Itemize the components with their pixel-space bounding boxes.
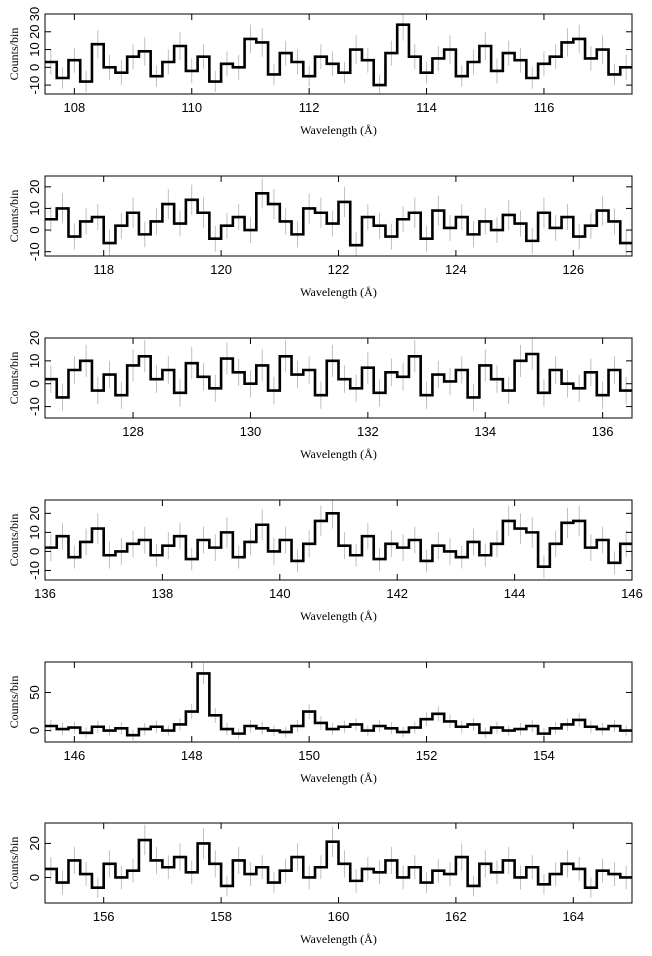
x-tick-label: 152 bbox=[416, 748, 438, 763]
x-tick-label: 120 bbox=[210, 262, 232, 277]
x-axis-label: Wavelength (Å) bbox=[300, 285, 377, 299]
y-tick-label: 50 bbox=[27, 685, 42, 699]
x-tick-label: 118 bbox=[93, 262, 114, 277]
y-tick-label: 0 bbox=[27, 874, 42, 881]
y-tick-label: 10 bbox=[27, 354, 42, 368]
x-tick-label: 156 bbox=[93, 909, 115, 924]
y-tick-label: -10 bbox=[27, 397, 42, 416]
y-tick-label: 0 bbox=[27, 226, 42, 233]
plot-frame bbox=[44, 337, 633, 419]
x-tick-label: 124 bbox=[445, 262, 467, 277]
spectrum-line bbox=[45, 352, 632, 399]
x-tick-label: 162 bbox=[445, 909, 467, 924]
y-tick-label: 10 bbox=[27, 525, 42, 539]
x-tick-label: 140 bbox=[269, 586, 291, 601]
y-tick-label: 20 bbox=[27, 180, 42, 194]
y-tick-label: 20 bbox=[27, 331, 42, 345]
x-tick-label: 126 bbox=[562, 262, 584, 277]
x-tick-label: 112 bbox=[299, 100, 320, 115]
y-tick-label: 0 bbox=[27, 380, 42, 387]
x-tick-label: 150 bbox=[298, 748, 320, 763]
spectrum-line bbox=[45, 512, 632, 568]
y-tick-label: 0 bbox=[27, 727, 42, 734]
x-tick-label: 128 bbox=[122, 424, 144, 439]
y-tick-label: -10 bbox=[27, 76, 42, 95]
y-tick-label: 30 bbox=[27, 7, 42, 21]
panel: 146 148 150 152 154 0 50 Wavelength (Å) Counts/b… bbox=[7, 661, 633, 785]
plot-frame bbox=[44, 499, 633, 581]
y-tick-label: 20 bbox=[27, 25, 42, 39]
panel: 118 120 122 124 126 -10 0 10 20 Wavelength (Å) Cou… bbox=[7, 175, 633, 299]
x-tick-label: 108 bbox=[63, 100, 85, 115]
panel: 128 130 132 134 136 -10 0 10 20 Wavelength (Å) Cou… bbox=[7, 331, 633, 461]
x-axis-label: Wavelength (Å) bbox=[300, 609, 377, 623]
panel: 136 138 140 142 144 146 -10 0 10 20 Wavelength (Å)… bbox=[7, 499, 643, 623]
x-tick-label: 154 bbox=[533, 748, 555, 763]
y-tick-label: 0 bbox=[27, 64, 42, 71]
x-tick-label: 138 bbox=[152, 586, 174, 601]
spectrum-line bbox=[45, 672, 632, 737]
plot-frame bbox=[44, 661, 633, 743]
x-axis-label: Wavelength (Å) bbox=[300, 932, 377, 946]
y-tick-label: 10 bbox=[27, 42, 42, 56]
y-tick-label: 0 bbox=[27, 548, 42, 555]
x-tick-label: 132 bbox=[357, 424, 379, 439]
x-tick-label: 136 bbox=[34, 586, 56, 601]
y-axis-label: Counts/bin bbox=[7, 352, 21, 405]
x-tick-label: 146 bbox=[63, 748, 85, 763]
x-tick-label: 146 bbox=[621, 586, 643, 601]
panel: 156 158 160 162 164 0 20 Wavelength (Å) Counts/b… bbox=[7, 822, 633, 946]
x-tick-label: 134 bbox=[474, 424, 496, 439]
y-axis-label: Counts/bin bbox=[7, 676, 21, 729]
y-tick-label: -10 bbox=[27, 561, 42, 580]
panel: 108 110 112 114 116 -10 0 10 20 30 Wavelength (Å) C… bbox=[7, 7, 633, 137]
spectrum-line bbox=[45, 23, 632, 87]
x-axis-label: Wavelength (Å) bbox=[300, 123, 377, 137]
y-tick-label: 20 bbox=[27, 506, 42, 520]
x-tick-label: 160 bbox=[328, 909, 350, 924]
x-tick-label: 158 bbox=[210, 909, 232, 924]
y-axis-label: Counts/bin bbox=[7, 190, 21, 243]
y-axis-label: Counts/bin bbox=[7, 514, 21, 567]
x-tick-label: 144 bbox=[504, 586, 526, 601]
y-tick-label: 20 bbox=[27, 836, 42, 850]
y-axis-label: Counts/bin bbox=[7, 837, 21, 890]
plot-frame bbox=[44, 13, 633, 95]
x-tick-label: 116 bbox=[534, 100, 555, 115]
y-tick-label: 10 bbox=[27, 201, 42, 215]
x-axis-label: Wavelength (Å) bbox=[300, 771, 377, 785]
y-tick-label: -10 bbox=[27, 242, 42, 261]
x-tick-label: 114 bbox=[416, 100, 437, 115]
y-axis-label: Counts/bin bbox=[7, 28, 21, 81]
x-tick-label: 122 bbox=[328, 262, 350, 277]
x-tick-label: 110 bbox=[181, 100, 202, 115]
x-tick-label: 142 bbox=[386, 586, 408, 601]
x-tick-label: 130 bbox=[240, 424, 262, 439]
spectrum-line bbox=[45, 191, 632, 247]
x-axis-label: Wavelength (Å) bbox=[300, 447, 377, 461]
x-tick-label: 164 bbox=[562, 909, 584, 924]
x-tick-label: 148 bbox=[181, 748, 203, 763]
error-bars bbox=[50, 14, 627, 94]
x-tick-label: 136 bbox=[592, 424, 614, 439]
spectrum-line bbox=[45, 838, 632, 889]
